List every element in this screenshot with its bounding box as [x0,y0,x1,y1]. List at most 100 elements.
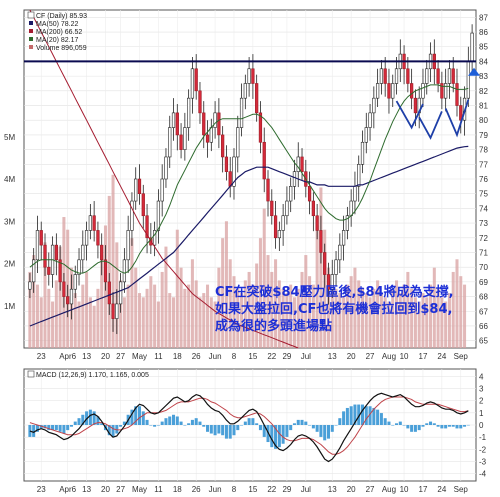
histogram-bar [349,406,353,425]
candle-down [141,193,145,217]
x-tick-label: 24 [437,352,446,361]
candle-down [440,83,444,99]
x-tick-label-macd: 27 [116,485,125,494]
volume-tick-label: 1M [4,302,15,311]
volume-bar [206,284,210,348]
histogram-bar [455,425,459,429]
price-y-axis: 65 66 67 68 69 70 71 72 73 74 75 76 77 78 79 80 81 82 83 84… [479,13,488,345]
histogram-bar [398,421,402,425]
histogram-bar [69,425,73,427]
annotation-line: 如果大盤拉回,CF也將有機會拉回到$84, [215,301,452,317]
volume-bar [455,259,459,348]
volume-bar [137,293,142,348]
volume-bar [236,288,240,348]
candle-down [319,230,323,253]
volume-bar [213,301,217,348]
x-tick-label: 27 [366,352,375,361]
volume-bar [111,174,115,348]
x-tick-label: 29 [282,352,291,361]
macd-histogram [28,404,470,449]
candle-up [345,215,350,231]
x-tick-label: Jun [209,352,222,361]
candle-down [221,134,225,158]
legend-symbol [27,11,35,19]
volume-bar [28,271,32,348]
x-tick-label: 15 [248,352,257,361]
histogram-bar [421,425,425,427]
candle-up [88,215,92,231]
x-tick-label-macd: 27 [366,485,375,494]
candle-down [255,83,259,114]
volume-bar [334,288,338,348]
x-tick-label-macd: 13 [82,485,91,494]
volume-bar [202,293,206,348]
candle-up [353,186,357,202]
volume-bar [100,255,104,348]
candle-down [228,171,232,187]
x-tick-label: 17 [419,352,428,361]
volume-bar [130,238,134,348]
candle-down [217,112,221,136]
candle-down [300,156,304,172]
candle-down [413,97,418,114]
volume-bar [134,267,138,348]
volume-y-axis: 1M 2M 3M 4M 5M [4,133,15,311]
histogram-bar [179,421,183,425]
candle-up [152,230,157,246]
histogram-bar [156,425,160,426]
x-tick-label: 13 [82,352,91,361]
macd-tick-label: -1 [479,433,487,442]
histogram-bar [360,404,365,425]
candle-up [171,112,176,128]
price-tick-label: 87 [479,13,488,22]
volume-bar [345,284,349,348]
histogram-bar [262,425,266,437]
volume-bar [432,267,436,348]
candle-up [81,244,85,261]
histogram-bar [395,423,399,425]
histogram-bar [255,423,259,425]
candle-up [289,186,293,202]
volume-bar [406,271,410,348]
histogram-bar [145,419,149,425]
candle-up [28,281,32,290]
candle-down [111,303,115,319]
x-tick-label-macd: 15 [248,485,257,494]
histogram-bar [425,423,429,425]
histogram-bar [137,406,142,425]
volume-bar [300,271,304,348]
volume-bar [228,259,232,348]
histogram-bar [92,411,96,425]
volume-bar [88,297,92,348]
histogram-bar [315,425,319,432]
volume-bar [440,297,444,348]
volume-bar [183,288,187,348]
candle-up [160,178,164,202]
histogram-bar [119,425,123,427]
histogram-bar [164,418,168,425]
candle-up [372,97,376,114]
macd-tick-label: -4 [479,470,487,479]
x-tick-label-macd: 20 [347,485,356,494]
price-tick-label: 79 [479,131,488,140]
price-tick-label: 82 [479,87,488,96]
annotation-line: 成為很的多頭進場點 [215,318,332,334]
candle-down [455,83,459,106]
volume-bar [447,293,451,348]
annotation-text: CF在突破$84壓力區後,$84將成為支撐,如果大盤拉回,CF也將有機會拉回到$… [215,284,454,334]
volume-bar [232,276,236,348]
histogram-bar [217,425,221,434]
price-tick-label: 83 [479,72,488,81]
volume-bar [190,259,194,348]
legend-entry: MA(50) 78.22 [36,21,79,28]
x-tick-label-macd: May [132,485,147,494]
histogram-bar [111,425,115,437]
candle-up [122,259,127,283]
candle-down [262,141,266,180]
volume-bar [32,255,36,348]
histogram-bar [66,425,70,431]
volume-bar [311,284,315,348]
histogram-bar [122,421,126,425]
